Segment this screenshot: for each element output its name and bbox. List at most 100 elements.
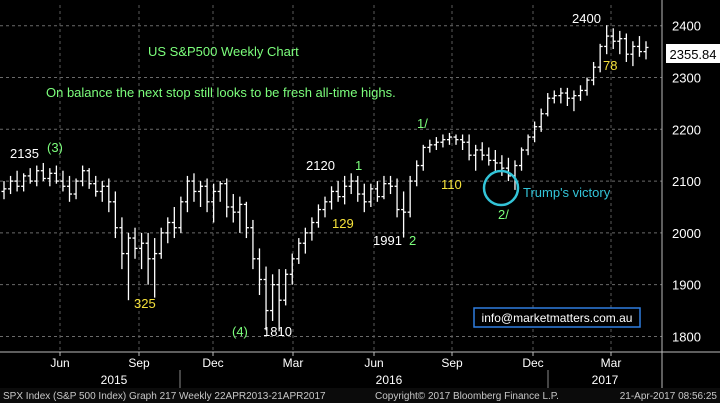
footer-left: SPX Index (S&P 500 Index) Graph 217 Week… bbox=[3, 391, 326, 402]
ohlc-bar bbox=[538, 108, 544, 132]
ohlc-bar bbox=[283, 269, 289, 306]
y-tick-label: 2000 bbox=[672, 226, 701, 241]
y-tick-label: 2100 bbox=[672, 174, 701, 189]
axes bbox=[0, 0, 720, 388]
ohlc-bar bbox=[40, 162, 46, 182]
ohlc-bar bbox=[499, 155, 505, 176]
ohlc-bar bbox=[486, 147, 492, 166]
ohlc-bar bbox=[217, 181, 223, 202]
ohlc-bar bbox=[492, 150, 498, 171]
ohlc-bar bbox=[407, 175, 413, 218]
ohlc-bar bbox=[584, 77, 590, 96]
ohlc-bar bbox=[119, 217, 125, 270]
ohlc-bar bbox=[388, 175, 394, 195]
ohlc-bar bbox=[243, 201, 249, 239]
ohlc-bar bbox=[289, 253, 295, 285]
y-tick-label: 1900 bbox=[672, 278, 701, 293]
ohlc-bar bbox=[315, 204, 321, 228]
ohlc-bar bbox=[401, 191, 407, 238]
ohlc-bar bbox=[355, 175, 361, 202]
ohlc-bar bbox=[1, 181, 7, 200]
ohlc-bar bbox=[329, 186, 335, 210]
ohlc-bar bbox=[198, 181, 204, 207]
ohlc-bar bbox=[250, 219, 256, 270]
ohlc-bar bbox=[466, 134, 472, 161]
ohlc-bar bbox=[27, 168, 33, 184]
ohlc-bar bbox=[86, 168, 92, 189]
x-tick-label: Mar bbox=[283, 356, 304, 370]
ohlc-bar bbox=[158, 227, 164, 259]
ohlc-bar bbox=[106, 178, 112, 213]
ohlc-bar bbox=[112, 191, 118, 239]
ohlc-bar bbox=[577, 85, 583, 101]
ohlc-bar bbox=[165, 217, 171, 244]
ohlc-bar bbox=[8, 175, 14, 195]
ohlc-bar bbox=[125, 232, 131, 301]
x-tick-label: Jun bbox=[364, 356, 383, 370]
ohlc-bar bbox=[564, 87, 570, 106]
ohlc-bar bbox=[427, 139, 433, 153]
annotation-wave-4: (4) bbox=[232, 324, 248, 339]
ohlc-bar bbox=[191, 173, 197, 202]
ohlc-bar bbox=[270, 274, 276, 321]
ohlc-bar bbox=[152, 238, 158, 298]
ohlc-bar bbox=[73, 178, 79, 200]
ohlc-bar bbox=[604, 25, 610, 55]
trump-victory-circle bbox=[482, 169, 520, 207]
annotation-325: 325 bbox=[134, 296, 156, 311]
ohlc-bar bbox=[571, 90, 577, 112]
ohlc-bar bbox=[460, 134, 466, 151]
ohlc-bar bbox=[551, 90, 557, 104]
annotation-1810: 1810 bbox=[263, 324, 292, 339]
ohlc-bar bbox=[597, 43, 603, 73]
ohlc-bar bbox=[322, 196, 328, 218]
ohlc-bar bbox=[446, 132, 452, 145]
ohlc-bar bbox=[519, 147, 525, 171]
annotation-2135: 2135 bbox=[10, 146, 39, 161]
ohlc-bar bbox=[145, 232, 151, 285]
ohlc-bar bbox=[361, 183, 367, 213]
y-tick-label: 2200 bbox=[672, 122, 701, 137]
annotation-129: 129 bbox=[332, 216, 354, 231]
ohlc-bar bbox=[636, 36, 642, 57]
ohlc-bar bbox=[335, 181, 341, 202]
ohlc-bar bbox=[453, 134, 459, 145]
ohlc-bar bbox=[342, 175, 348, 205]
y-tick-labels: 1800 1900 2000 2100 2200 2300 2400 bbox=[672, 19, 701, 345]
grid-lines bbox=[0, 5, 662, 352]
ohlc-bar bbox=[630, 41, 636, 67]
ohlc-bar bbox=[256, 248, 262, 296]
x-year-label: 2015 bbox=[101, 373, 128, 387]
annotation-2400: 2400 bbox=[572, 11, 601, 26]
ohlc-bar bbox=[309, 217, 315, 241]
ohlc-bar bbox=[80, 165, 86, 187]
ohlc-bar bbox=[263, 266, 269, 331]
ohlc-bar bbox=[21, 173, 27, 192]
annotation-wave-1: 1 bbox=[355, 158, 362, 173]
ohlc-bar bbox=[296, 238, 302, 264]
ohlc-bar bbox=[302, 227, 308, 254]
ohlc-bar bbox=[505, 157, 511, 182]
ohlc-bar bbox=[276, 269, 282, 332]
ohlc-bar bbox=[171, 206, 177, 239]
x-tick-label: Dec bbox=[522, 356, 543, 370]
ohlc-bar bbox=[224, 178, 230, 218]
ohlc-bar bbox=[348, 173, 354, 195]
footer-center: Copyright© 2017 Bloomberg Finance L.P. bbox=[375, 391, 559, 402]
ohlc-bar bbox=[394, 178, 400, 218]
ohlc-bar bbox=[368, 183, 374, 207]
chart-title: US S&P500 Weekly Chart bbox=[148, 44, 299, 59]
footer-right: 21-Apr-2017 08:56:25 bbox=[620, 391, 718, 402]
ohlc-bar bbox=[525, 134, 531, 156]
ohlc-bar bbox=[139, 232, 145, 270]
ohlc-bar bbox=[381, 175, 387, 200]
email-text: info@marketmatters.com.au bbox=[482, 311, 633, 325]
x-year-label: 2017 bbox=[592, 373, 619, 387]
annotations: 2135 (3) 325 (4) 1810 2120 1 129 1991 2 … bbox=[10, 11, 617, 339]
x-year-label: 2016 bbox=[376, 373, 403, 387]
x-tick-label: Sep bbox=[441, 356, 463, 370]
ohlc-bar bbox=[545, 93, 551, 117]
ohlc-bar bbox=[184, 175, 190, 213]
ohlc-bar bbox=[53, 165, 59, 184]
